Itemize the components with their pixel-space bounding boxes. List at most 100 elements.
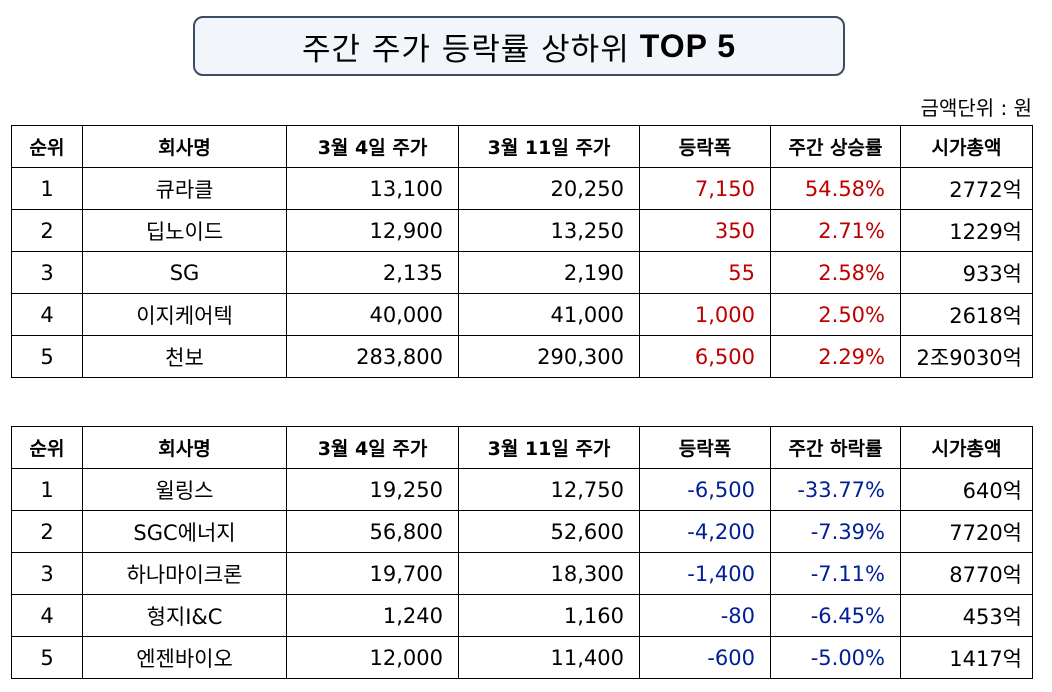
rate-cell: -7.39% — [770, 510, 901, 553]
mcap-cell: 2조9030억 — [900, 335, 1033, 378]
price-mar4-cell: 13,100 — [286, 167, 459, 210]
price-mar11-cell: 12,750 — [458, 468, 640, 511]
change-cell: 1,000 — [639, 293, 771, 336]
company-cell: 윌링스 — [82, 468, 287, 511]
losers-table: 순위 회사명 3월 4일 주가 3월 11일 주가 등락폭 주간 하락률 시가총… — [11, 426, 1033, 679]
table-row: 1 큐라클 13,100 20,250 7,150 54.58% 2772억 — [11, 167, 1033, 210]
rate-cell: -7.11% — [770, 552, 901, 595]
rate-cell: 2.71% — [770, 209, 901, 252]
price-mar4-cell: 2,135 — [286, 251, 459, 294]
price-mar11-cell: 13,250 — [458, 209, 640, 252]
mcap-cell: 2772억 — [900, 167, 1033, 210]
company-cell: 이지케어텍 — [82, 293, 287, 336]
price-mar4-cell: 56,800 — [286, 510, 459, 553]
col-header-price-mar4: 3월 4일 주가 — [286, 426, 459, 469]
col-header-company: 회사명 — [82, 426, 287, 469]
company-cell: 천보 — [82, 335, 287, 378]
rank-cell: 1 — [11, 468, 83, 511]
table-row: 5 엔젠바이오 12,000 11,400 -600 -5.00% 1417억 — [11, 636, 1033, 679]
mcap-cell: 1417억 — [900, 636, 1033, 679]
rank-cell: 4 — [11, 293, 83, 336]
unit-note: 금액단위 : 원 — [920, 96, 1032, 120]
rank-cell: 4 — [11, 594, 83, 637]
company-cell: 형지I&C — [82, 594, 287, 637]
mcap-cell: 1229억 — [900, 209, 1033, 252]
col-header-mcap: 시가총액 — [900, 125, 1033, 168]
rank-cell: 2 — [11, 209, 83, 252]
rank-cell: 5 — [11, 335, 83, 378]
table-row: 2 딥노이드 12,900 13,250 350 2.71% 1229억 — [11, 209, 1033, 252]
price-mar4-cell: 12,900 — [286, 209, 459, 252]
gainers-table: 순위 회사명 3월 4일 주가 3월 11일 주가 등락폭 주간 상승률 시가총… — [11, 125, 1033, 378]
price-mar11-cell: 290,300 — [458, 335, 640, 378]
col-header-rate: 주간 하락률 — [770, 426, 901, 469]
change-cell: -1,400 — [639, 552, 771, 595]
price-mar11-cell: 52,600 — [458, 510, 640, 553]
col-header-rank: 순위 — [11, 125, 83, 168]
table-row: 3 SG 2,135 2,190 55 2.58% 933억 — [11, 251, 1033, 294]
price-mar4-cell: 40,000 — [286, 293, 459, 336]
price-mar4-cell: 283,800 — [286, 335, 459, 378]
company-cell: 딥노이드 — [82, 209, 287, 252]
col-header-price-mar11: 3월 11일 주가 — [458, 125, 640, 168]
price-mar4-cell: 1,240 — [286, 594, 459, 637]
change-cell: 55 — [639, 251, 771, 294]
price-mar4-cell: 12,000 — [286, 636, 459, 679]
rate-cell: -33.77% — [770, 468, 901, 511]
rate-cell: 2.50% — [770, 293, 901, 336]
change-cell: -600 — [639, 636, 771, 679]
table-row: 4 이지케어텍 40,000 41,000 1,000 2.50% 2618억 — [11, 293, 1033, 336]
rate-cell: -5.00% — [770, 636, 901, 679]
col-header-company: 회사명 — [82, 125, 287, 168]
change-cell: 350 — [639, 209, 771, 252]
table-row: 5 천보 283,800 290,300 6,500 2.29% 2조9030억 — [11, 335, 1033, 378]
mcap-cell: 453억 — [900, 594, 1033, 637]
company-cell: 큐라클 — [82, 167, 287, 210]
table-header-row: 순위 회사명 3월 4일 주가 3월 11일 주가 등락폭 주간 하락률 시가총… — [11, 426, 1033, 469]
rate-cell: 2.58% — [770, 251, 901, 294]
title-top5: TOP 5 — [639, 27, 737, 64]
col-header-price-mar4: 3월 4일 주가 — [286, 125, 459, 168]
table-row: 4 형지I&C 1,240 1,160 -80 -6.45% 453억 — [11, 594, 1033, 637]
rank-cell: 2 — [11, 510, 83, 553]
col-header-rank: 순위 — [11, 426, 83, 469]
rank-cell: 3 — [11, 251, 83, 294]
price-mar11-cell: 41,000 — [458, 293, 640, 336]
price-mar11-cell: 11,400 — [458, 636, 640, 679]
table-row: 2 SGC에너지 56,800 52,600 -4,200 -7.39% 772… — [11, 510, 1033, 553]
company-cell: SG — [82, 251, 287, 294]
rank-cell: 3 — [11, 552, 83, 595]
change-cell: 7,150 — [639, 167, 771, 210]
company-cell: SGC에너지 — [82, 510, 287, 553]
mcap-cell: 640억 — [900, 468, 1033, 511]
price-mar11-cell: 20,250 — [458, 167, 640, 210]
table-row: 3 하나마이크론 19,700 18,300 -1,400 -7.11% 877… — [11, 552, 1033, 595]
change-cell: -4,200 — [639, 510, 771, 553]
table-row: 1 윌링스 19,250 12,750 -6,500 -33.77% 640억 — [11, 468, 1033, 511]
mcap-cell: 8770억 — [900, 552, 1033, 595]
col-header-mcap: 시가총액 — [900, 426, 1033, 469]
col-header-change: 등락폭 — [639, 125, 771, 168]
price-mar11-cell: 2,190 — [458, 251, 640, 294]
title-korean: 주간 주가 등락률 상하위 — [301, 31, 630, 68]
col-header-price-mar11: 3월 11일 주가 — [458, 426, 640, 469]
mcap-cell: 2618억 — [900, 293, 1033, 336]
col-header-change: 등락폭 — [639, 426, 771, 469]
rate-cell: 2.29% — [770, 335, 901, 378]
page-title: 주간 주가 등락률 상하위 TOP 5 — [193, 16, 845, 76]
rank-cell: 1 — [11, 167, 83, 210]
company-cell: 하나마이크론 — [82, 552, 287, 595]
mcap-cell: 7720억 — [900, 510, 1033, 553]
col-header-rate: 주간 상승률 — [770, 125, 901, 168]
company-cell: 엔젠바이오 — [82, 636, 287, 679]
price-mar4-cell: 19,700 — [286, 552, 459, 595]
mcap-cell: 933억 — [900, 251, 1033, 294]
change-cell: 6,500 — [639, 335, 771, 378]
price-mar11-cell: 18,300 — [458, 552, 640, 595]
rate-cell: 54.58% — [770, 167, 901, 210]
table-header-row: 순위 회사명 3월 4일 주가 3월 11일 주가 등락폭 주간 상승률 시가총… — [11, 125, 1033, 168]
price-mar4-cell: 19,250 — [286, 468, 459, 511]
rate-cell: -6.45% — [770, 594, 901, 637]
change-cell: -6,500 — [639, 468, 771, 511]
rank-cell: 5 — [11, 636, 83, 679]
